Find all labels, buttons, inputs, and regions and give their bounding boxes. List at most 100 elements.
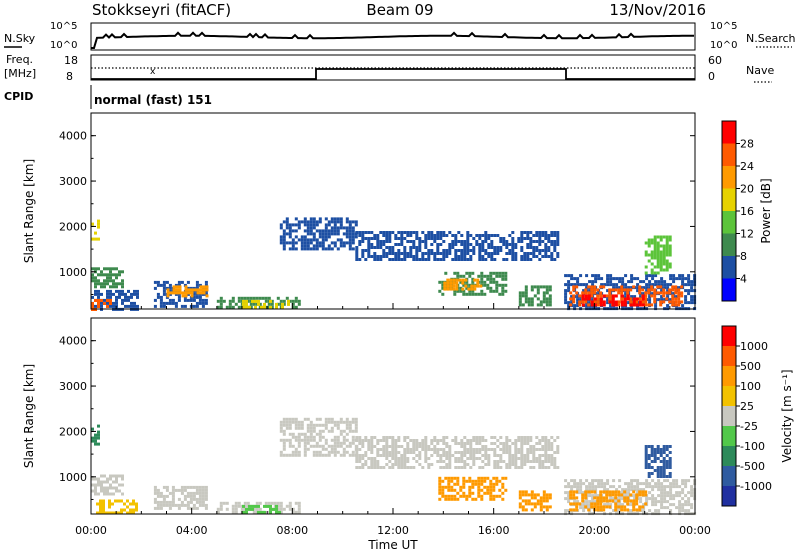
data-cell [505, 246, 509, 249]
data-cell [202, 291, 206, 295]
data-cell [153, 491, 157, 495]
data-cell [115, 282, 118, 286]
data-cell [354, 235, 358, 239]
data-cell [397, 466, 401, 469]
data-cell [418, 442, 422, 445]
data-cell [263, 504, 266, 508]
data-cell [548, 294, 552, 298]
data-cell [455, 284, 459, 288]
data-cell [624, 292, 628, 296]
data-cell [321, 235, 325, 239]
data-cell [403, 231, 407, 234]
data-cell [472, 436, 476, 439]
data-cell [666, 295, 670, 299]
colorbar-segment [722, 233, 736, 256]
data-cell [333, 220, 337, 224]
data-cell [641, 490, 645, 494]
data-cell [668, 291, 672, 295]
data-cell [306, 232, 310, 236]
data-cell [576, 485, 580, 489]
data-cell [599, 291, 603, 295]
data-cell [451, 240, 455, 243]
data-cell [367, 249, 371, 252]
data-cell [178, 291, 182, 295]
data-cell [124, 304, 127, 308]
data-cell [112, 292, 115, 296]
data-cell [659, 235, 663, 239]
data-cell [575, 490, 579, 494]
data-cell [642, 286, 646, 290]
data-cell [318, 444, 322, 448]
data-cell [183, 488, 187, 492]
data-cell [291, 302, 295, 306]
data-cell [312, 453, 316, 457]
data-cell [315, 444, 319, 448]
data-cell [599, 490, 603, 494]
data-cell [632, 300, 636, 304]
data-cell [376, 258, 380, 261]
data-cell [418, 249, 422, 252]
data-cell [498, 283, 502, 287]
data-cell [496, 445, 500, 448]
data-cell [172, 288, 176, 292]
data-cell [180, 503, 184, 507]
data-cell [306, 223, 310, 227]
data-cell [473, 284, 477, 288]
data-cell [291, 305, 295, 309]
data-cell [630, 274, 634, 278]
data-cell [436, 454, 440, 457]
data-cell [306, 220, 310, 224]
data-cell [424, 252, 428, 255]
data-cell [100, 285, 103, 289]
data-cell [321, 244, 325, 248]
data-cell [330, 450, 334, 454]
data-cell [501, 497, 505, 501]
data-cell [263, 305, 266, 309]
data-cell [370, 451, 374, 454]
data-cell [297, 223, 301, 227]
data-cell [240, 296, 244, 300]
data-cell [460, 243, 464, 246]
data-cell [603, 283, 607, 287]
data-cell [593, 297, 597, 301]
data-cell [520, 466, 524, 469]
data-cell [469, 442, 473, 445]
data-cell [287, 302, 290, 306]
data-cell [501, 476, 505, 480]
data-cell [263, 302, 266, 306]
data-cell [409, 439, 413, 442]
data-cell [406, 451, 410, 454]
data-cell [327, 450, 331, 454]
data-cell [367, 445, 371, 448]
data-cell [517, 457, 521, 460]
data-cell [486, 274, 490, 278]
data-cell [632, 505, 636, 509]
data-cell [524, 490, 528, 494]
data-cell [333, 453, 337, 457]
data-cell [354, 429, 358, 433]
data-cell [376, 463, 380, 466]
data-cell [591, 482, 595, 486]
data-cell [312, 444, 316, 448]
time-tick-label: 08:00 [276, 524, 308, 537]
data-cell [486, 488, 490, 492]
data-cell [538, 243, 542, 246]
data-cell [427, 234, 431, 237]
data-cell [433, 255, 437, 258]
data-cell [489, 485, 493, 489]
data-cell [662, 294, 666, 298]
data-cell [448, 460, 452, 463]
data-cell [681, 497, 685, 501]
data-cell [450, 479, 454, 483]
data-cell [456, 491, 460, 495]
data-cell [460, 240, 464, 243]
data-cell [421, 255, 425, 258]
data-cell [508, 243, 512, 246]
data-cell [521, 499, 525, 503]
data-cell [97, 492, 100, 496]
data-cell [309, 229, 313, 233]
data-cell [569, 291, 573, 295]
data-cell [445, 445, 449, 448]
data-cell [394, 237, 398, 240]
data-cell [382, 234, 386, 237]
